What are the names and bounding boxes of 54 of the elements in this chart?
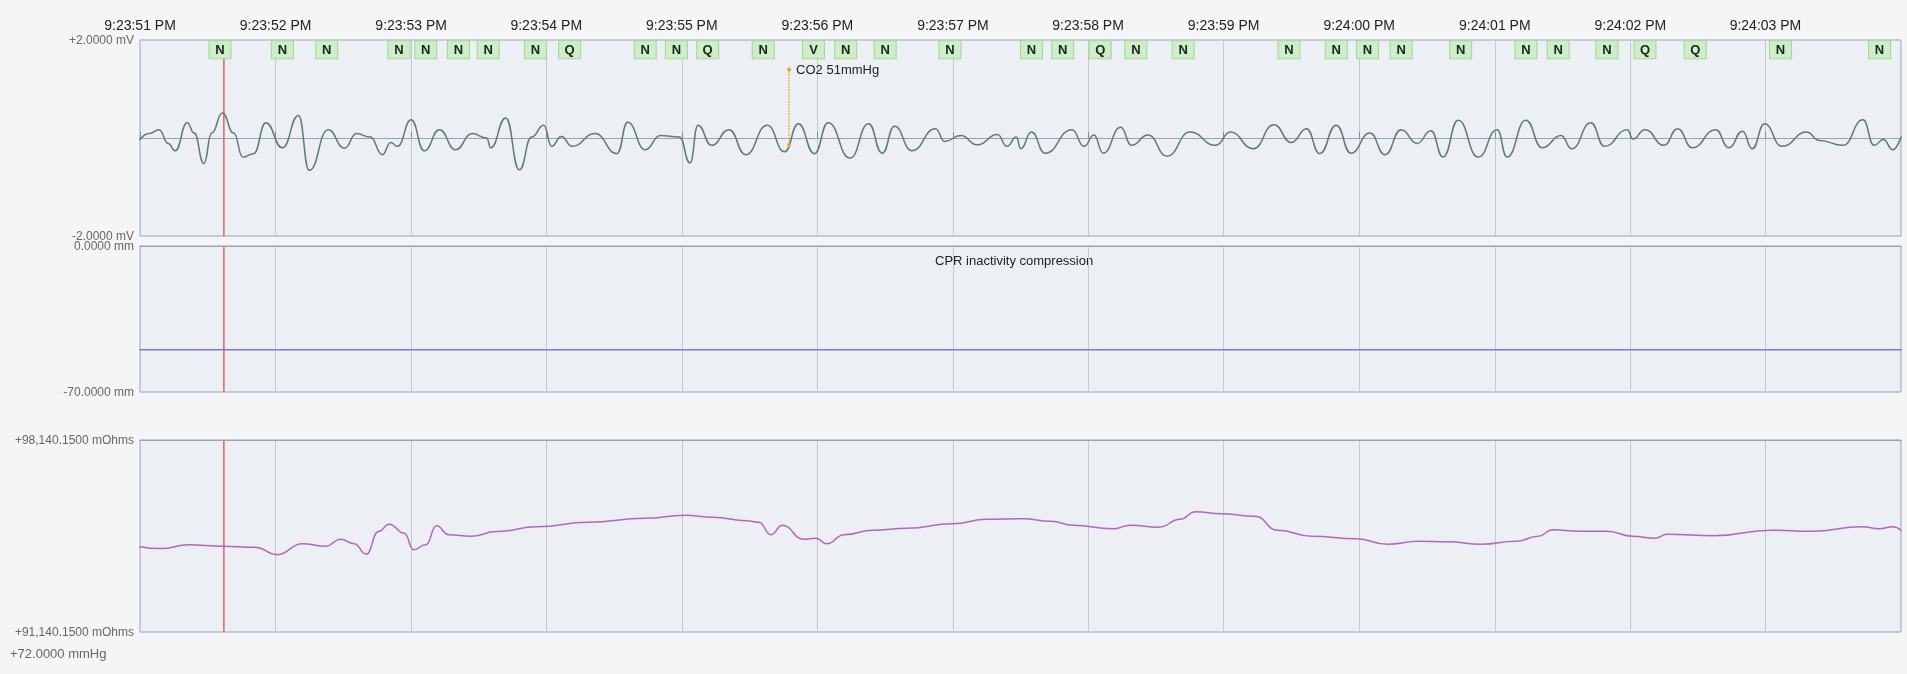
x-tick-label: 9:24:00 PM — [1323, 17, 1395, 33]
annotation: N — [1057, 42, 1068, 58]
annotation: Q — [564, 42, 575, 58]
y-tick-label: +2.0000 mV — [68, 33, 134, 47]
x-tick-label: 9:23:55 PM — [646, 17, 718, 33]
annotation: N — [322, 42, 332, 58]
annotation: Q — [702, 42, 713, 58]
annotation: N — [840, 42, 851, 58]
annotation: N — [1455, 42, 1466, 58]
annotation: N — [1331, 42, 1341, 58]
annotation: N — [945, 42, 955, 58]
annotation: N — [671, 42, 682, 58]
annotation: N — [1775, 42, 1786, 58]
annotation: N — [1284, 42, 1294, 58]
x-tick-label: 9:23:56 PM — [781, 17, 854, 33]
annotation: N — [483, 42, 493, 58]
annotation: N — [1602, 42, 1612, 58]
annotation: N — [530, 42, 541, 58]
annotation: CO2 51mmHg — [796, 61, 880, 77]
x-tick-label: 9:24:03 PM — [1729, 17, 1802, 33]
annotation: N — [758, 42, 768, 58]
x-tick-label: 9:23:57 PM — [917, 17, 989, 33]
annotation: N — [640, 42, 650, 58]
annotation: N — [394, 42, 404, 58]
annotation: N — [421, 42, 431, 58]
x-tick-label: 9:23:53 PM — [375, 17, 447, 33]
x-tick-label: 9:23:52 PM — [239, 17, 312, 33]
annotation: N — [1874, 42, 1885, 58]
annotation: Q — [1639, 42, 1651, 58]
annotation: N — [1553, 42, 1563, 58]
annotation: N — [1178, 42, 1188, 58]
y-tick-label: -70.0000 mm — [63, 385, 134, 399]
annotation: N — [215, 42, 225, 58]
annotation: Q — [1095, 42, 1106, 58]
annotation: Q — [1690, 42, 1701, 58]
annotation: N — [277, 42, 288, 58]
x-tick-label: 9:23:58 PM — [1052, 17, 1124, 33]
annotation: N — [880, 42, 890, 58]
annotation: N — [1362, 42, 1373, 58]
annotation: N — [1521, 42, 1531, 58]
x-tick-label: 9:24:02 PM — [1594, 17, 1667, 33]
x-tick-label: 9:23:51 PM — [104, 17, 176, 33]
text: +72.0000 mmHg — [10, 646, 107, 661]
annotation: N — [453, 42, 464, 58]
y-tick-label: +98,140.1500 mOhms — [14, 433, 134, 447]
annotation: N — [1131, 42, 1141, 58]
x-tick-label: 9:24:01 PM — [1458, 17, 1531, 33]
annotation: CPR inactivity compression — [935, 253, 1094, 268]
annotation: N — [1026, 42, 1037, 58]
annotation: V — [809, 42, 819, 58]
annotation: N — [1396, 42, 1406, 58]
x-tick-label: 9:23:54 PM — [510, 17, 583, 33]
x-tick-label: 9:23:59 PM — [1187, 17, 1260, 33]
y-tick-label: +91,140.1500 mOhms — [14, 625, 134, 639]
